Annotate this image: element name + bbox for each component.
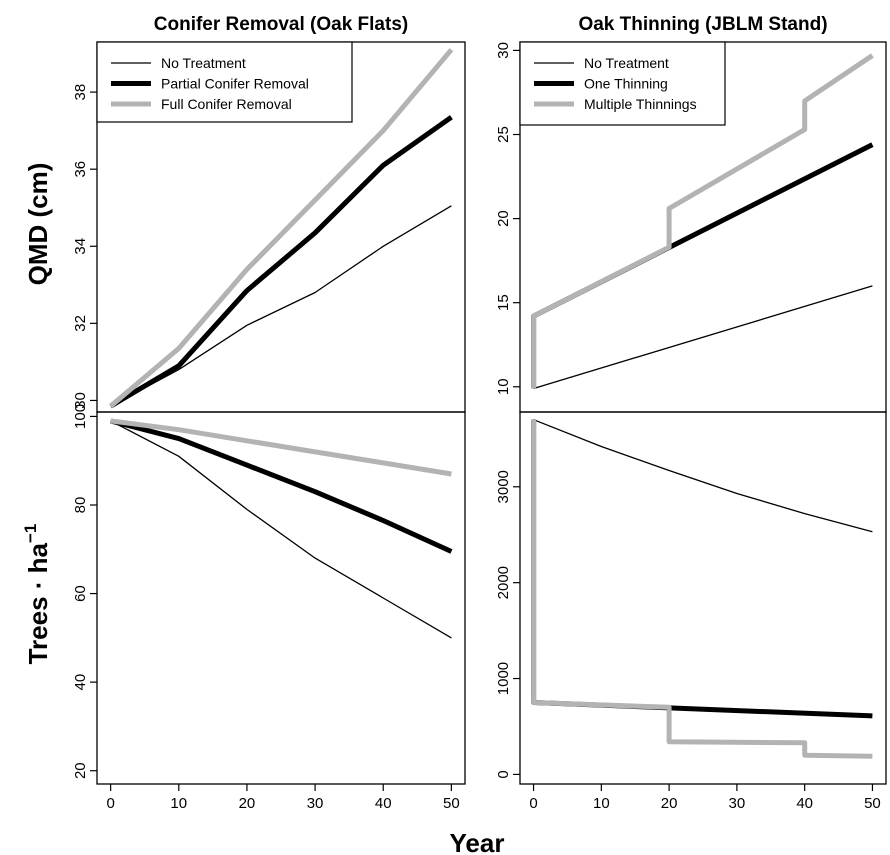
trees-conifer-panel: 20 40 60 80 100 0 10 20 30 40 50	[72, 404, 466, 812]
x-tick-label: 20	[239, 795, 256, 812]
legend: No Treatment One Thinning Multiple Thinnin…	[519, 41, 726, 126]
series-line-no-treatment	[533, 419, 873, 533]
legend-label: Full Conifer Removal	[161, 96, 292, 112]
y-tick-label: 80	[72, 497, 89, 514]
x-tick-label: 0	[529, 795, 537, 812]
y-tick-label: 0	[495, 770, 512, 778]
y-tick-label: 60	[72, 585, 89, 602]
x-tick-label: 30	[307, 795, 324, 812]
plot-frame	[519, 411, 887, 785]
series-line-partial-conifer-removal	[109, 115, 453, 409]
x-tick-label: 30	[729, 795, 746, 812]
y-tick-label: 36	[72, 161, 89, 178]
series-line-no-treatment	[110, 205, 452, 407]
x-tick-label: 0	[106, 795, 114, 812]
y-tick-label: 40	[72, 674, 89, 691]
legend-label: No Treatment	[161, 55, 246, 71]
trees-oak-panel: 0 1000 2000 3000 0 10 20 30 40 50	[495, 411, 887, 812]
y-axis-label-trees: Trees · ha−1	[21, 524, 53, 665]
x-tick-label: 20	[661, 795, 678, 812]
y-tick-label: 20	[495, 210, 512, 227]
qmd-conifer-panel: 30 32 34 36 38 No Treatment Partial Conifer Re…	[72, 41, 466, 413]
x-tick-label: 10	[170, 795, 187, 812]
y-tick-label: 30	[72, 392, 89, 409]
series-line-full-conifer-removal	[110, 418, 452, 477]
plot-frame	[96, 411, 466, 785]
y-tick-label: 32	[72, 315, 89, 332]
x-tick-label: 50	[864, 795, 881, 812]
y-tick-label: 38	[72, 84, 89, 101]
y-tick-label: 20	[72, 762, 89, 779]
y-tick-label: 15	[495, 294, 512, 311]
series-line-multiple-thinnings	[531, 53, 874, 389]
y-tick-label: 34	[72, 238, 89, 255]
series-line-multiple-thinnings	[531, 419, 873, 759]
x-tick-label: 40	[375, 795, 392, 812]
series-line-full-conifer-removal	[108, 48, 454, 409]
y-tick-label: 100	[72, 404, 89, 429]
y-tick-label: 2000	[495, 566, 512, 599]
y-tick-label: 1000	[495, 662, 512, 695]
y-tick-label: 30	[495, 42, 512, 59]
x-tick-label: 50	[443, 795, 460, 812]
qmd-oak-panel: 10 15 20 25 30 No Treatment One Thinning Multip…	[495, 41, 887, 413]
y-axis-label-qmd: QMD (cm)	[23, 163, 53, 286]
legend-label: One Thinning	[584, 76, 668, 92]
x-tick-label: 10	[593, 795, 610, 812]
series-line-no-treatment	[533, 285, 873, 390]
legend-label: Multiple Thinnings	[584, 96, 697, 112]
legend-label: No Treatment	[584, 55, 669, 71]
series-line-one-thinning	[531, 419, 873, 719]
y-tick-label: 25	[495, 126, 512, 143]
panel-title-oak: Oak Thinning (JBLM Stand)	[578, 14, 827, 35]
panel-title-conifer: Conifer Removal (Oak Flats)	[154, 14, 408, 35]
series-line-partial-conifer-removal	[109, 418, 453, 554]
y-tick-label: 3000	[495, 470, 512, 503]
y-tick-label: 10	[495, 378, 512, 395]
series-line-no-treatment	[110, 420, 452, 639]
legend: No Treatment Partial Conifer Removal Full …	[96, 41, 353, 123]
y-axis-label-trees-base: Trees · ha	[23, 542, 53, 664]
y-axis-label-trees-exponent: −1	[21, 524, 40, 543]
x-tick-label: 40	[796, 795, 813, 812]
x-axis-label-year: Year	[450, 828, 505, 855]
series-line-one-thinning	[531, 142, 874, 389]
legend-label: Partial Conifer Removal	[161, 76, 309, 92]
